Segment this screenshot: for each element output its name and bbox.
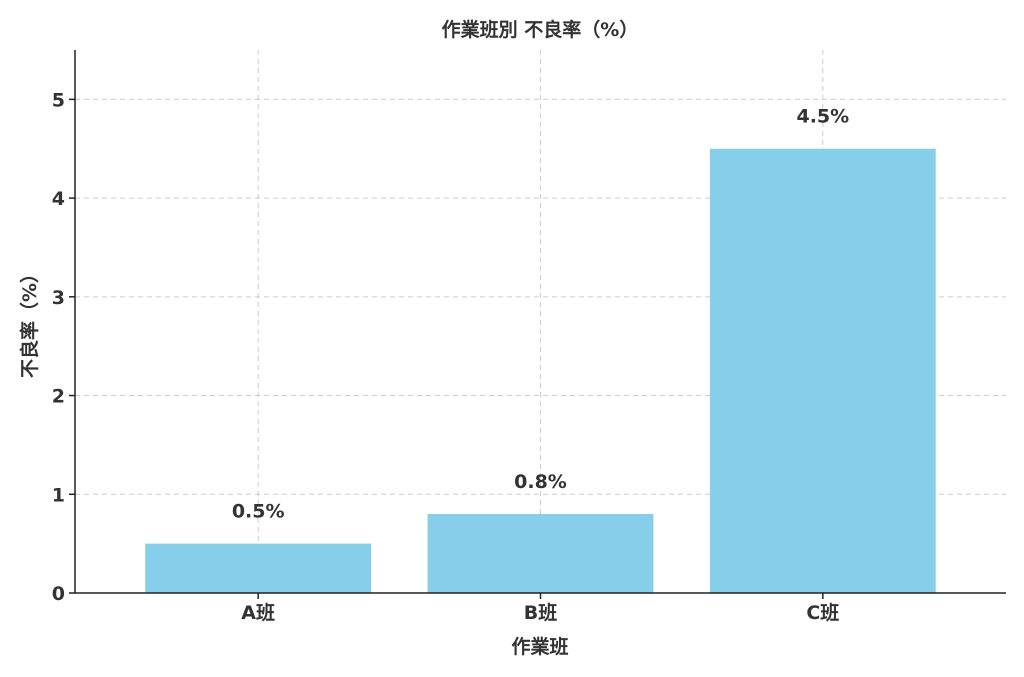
bars <box>145 148 936 593</box>
data-label: 4.5% <box>796 106 849 128</box>
bar-1 <box>145 543 372 593</box>
data-labels: 0.5% 0.8% 4.5% <box>232 106 849 523</box>
y-axis-label: 不良率（%） <box>18 264 41 378</box>
bar-2 <box>427 514 654 593</box>
x-axis-label: 作業班 <box>511 635 568 658</box>
ticks: 0 1 2 3 4 5 A班 B班 C班 <box>52 89 840 624</box>
y-tick-label: 0 <box>52 583 65 605</box>
y-tick-label: 3 <box>52 287 65 309</box>
chart-title: 作業班別 不良率（%） <box>442 18 639 41</box>
x-tick-label: B班 <box>524 601 557 624</box>
y-tick-label: 4 <box>52 188 65 210</box>
y-tick-label: 2 <box>52 386 65 408</box>
x-tick-label: A班 <box>241 601 275 624</box>
bar-3 <box>709 148 936 593</box>
y-tick-label: 1 <box>52 484 65 506</box>
y-tick-label: 5 <box>52 89 65 111</box>
data-label: 0.5% <box>232 501 285 523</box>
x-tick-label: C班 <box>806 601 839 624</box>
data-label: 0.8% <box>514 471 567 493</box>
